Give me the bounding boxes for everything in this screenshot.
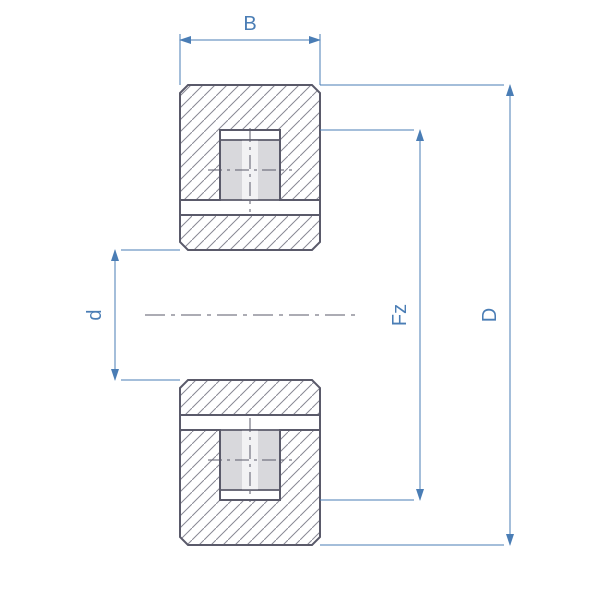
label-fit-Fz: Fz (389, 304, 411, 326)
centerlines (145, 128, 355, 502)
label-width-B: B (243, 13, 256, 35)
label-outer-D: D (479, 308, 501, 322)
bearing-cross-section-diagram: B d Fz D (0, 0, 600, 600)
label-bore-d: d (84, 309, 106, 320)
